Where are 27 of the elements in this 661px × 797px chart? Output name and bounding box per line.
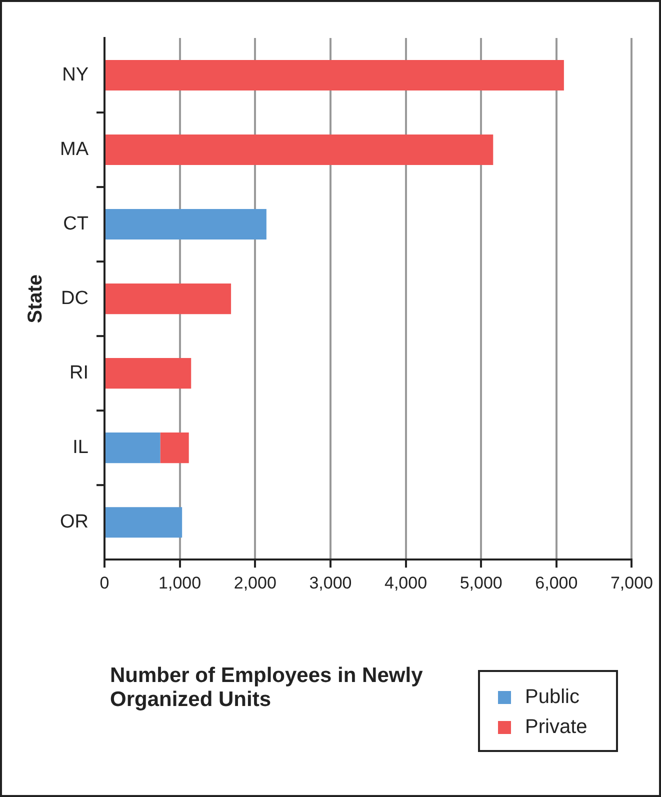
- x-tick-label: 7,000: [610, 573, 654, 592]
- y-axis-title: State: [24, 274, 47, 324]
- legend-label: Public: [525, 686, 580, 708]
- x-tick-label: 3,000: [309, 573, 352, 592]
- bar: [160, 432, 189, 464]
- bar: [106, 209, 266, 240]
- x-tick-label: 6,000: [535, 573, 578, 592]
- y-tick-label: DC: [61, 288, 88, 310]
- y-tick-label: RI: [70, 362, 88, 384]
- bar: [106, 358, 192, 389]
- x-tick-label: 5,000: [460, 573, 502, 592]
- y-tick-label: NY: [62, 64, 89, 86]
- bar: [106, 507, 182, 538]
- y-tick-label: CT: [63, 214, 89, 235]
- y-tick-label: OR: [60, 512, 88, 533]
- bar: [106, 432, 160, 464]
- x-tick-label: 1,000: [158, 573, 202, 592]
- bar: [106, 60, 564, 91]
- y-tick-label: MA: [60, 139, 89, 160]
- x-tick-label: 0: [100, 573, 110, 592]
- x-axis-title: Number of Employees in Newly Organized Units: [110, 664, 424, 712]
- bar: [106, 284, 232, 314]
- legend-label: Private: [525, 716, 588, 738]
- bar: [106, 134, 494, 166]
- x-tick-label: 4,000: [384, 573, 428, 592]
- y-tick-label: IL: [72, 437, 88, 458]
- x-tick-label: 2,000: [234, 573, 276, 592]
